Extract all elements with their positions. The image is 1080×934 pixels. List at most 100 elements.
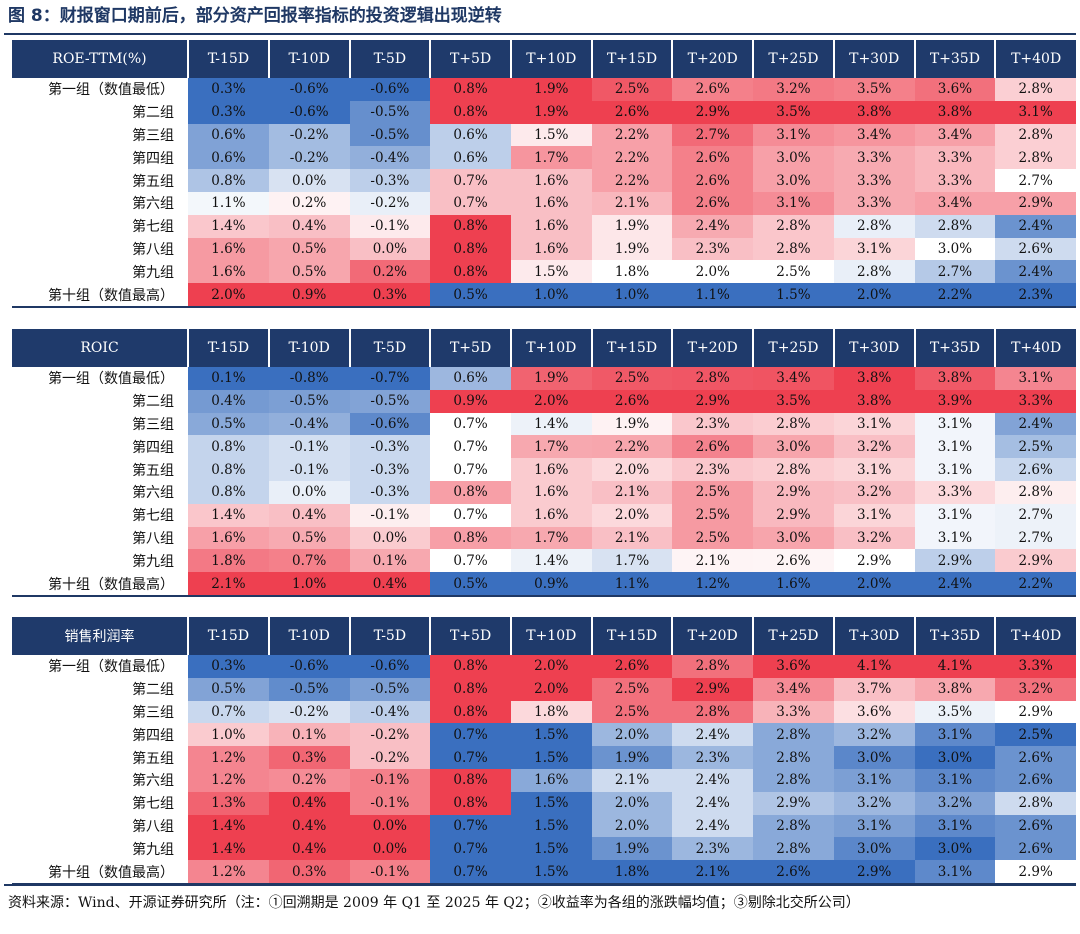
heatmap-cell: 2.9%: [995, 191, 1076, 215]
heatmap-cell: 0.8%: [430, 480, 511, 504]
heatmap-cell: 1.9%: [591, 837, 673, 861]
heatmap-cell: 3.2%: [914, 791, 996, 815]
heatmap-panel-margin: 销售利润率 T-15D T-10D T-5D T+5D T+10D T+15D T+20D T+…: [12, 617, 1076, 885]
heatmap-cell: 0.7%: [430, 860, 511, 885]
heatmap-cell: 2.5%: [672, 480, 754, 504]
row-label: 第六组: [132, 196, 175, 213]
heatmap-cell: 0.8%: [430, 100, 511, 124]
heatmap-cell: 4.1%: [914, 655, 996, 678]
heatmap-cell: 1.8%: [591, 860, 673, 885]
heatmap-cell: 0.7%: [430, 435, 511, 459]
heatmap-cell: 3.2%: [995, 677, 1076, 701]
heatmap-cell: 1.7%: [510, 146, 592, 170]
heatmap-cell: 1.2%: [672, 572, 754, 597]
heatmap-cell: 2.6%: [591, 655, 673, 678]
heatmap-cell: 0.8%: [430, 655, 511, 678]
row-label: 第十组（数值最高）: [12, 283, 189, 308]
heatmap-cell: 1.4%: [188, 214, 269, 238]
heatmap-cell: 1.2%: [188, 746, 269, 769]
heatmap-cell: 0.6%: [430, 146, 511, 170]
heatmap-cell: -0.3%: [349, 458, 431, 481]
heatmap-cell: -0.5%: [349, 389, 431, 413]
heatmap-cell: 0.8%: [430, 526, 511, 550]
heatmap-cell: 3.3%: [995, 655, 1076, 678]
heatmap-cell: 3.8%: [914, 367, 996, 390]
heatmap-cell: -0.6%: [349, 655, 431, 678]
table-row: 第四组 0.6% -0.2% -0.4% 0.6% 1.7% 2.2% 2.6% 3.0% 3.3…: [12, 146, 1076, 170]
heatmap-cell: 0.8%: [430, 78, 511, 101]
heatmap-cell: 2.8%: [914, 214, 996, 238]
heatmap-cell: 1.4%: [510, 549, 592, 573]
column-header: T+30D: [833, 329, 916, 367]
heatmap-cell: 2.8%: [672, 700, 754, 724]
heatmap-cell: 0.3%: [268, 860, 350, 885]
heatmap-cell: 3.8%: [914, 677, 996, 701]
heatmap-cell: 2.0%: [672, 260, 754, 284]
heatmap-cell: 2.5%: [672, 526, 754, 550]
heatmap-cell: -0.2%: [349, 723, 431, 747]
heatmap-cell: 2.8%: [753, 214, 834, 238]
heatmap-cell: 2.9%: [753, 503, 834, 527]
heatmap-cell: 2.6%: [591, 100, 673, 124]
heatmap-cell: 1.8%: [510, 700, 592, 724]
row-label: 第二组: [132, 394, 175, 411]
heatmap-cell: 1.7%: [510, 526, 592, 550]
heatmap-cell: 3.3%: [914, 480, 996, 504]
heatmap-cell: 2.2%: [591, 169, 673, 192]
heatmap-cell: 2.6%: [672, 435, 754, 459]
heatmap-cell: 2.5%: [995, 723, 1076, 747]
heatmap-cell: 1.0%: [510, 283, 592, 308]
column-header: T+35D: [914, 40, 997, 78]
heatmap-cell: -0.1%: [268, 458, 350, 481]
heatmap-cell: 2.5%: [753, 260, 834, 284]
heatmap-cell: 2.5%: [591, 700, 673, 724]
heatmap-cell: 1.6%: [188, 260, 269, 284]
heatmap-cell: 0.7%: [430, 746, 511, 769]
heatmap-cell: 0.0%: [268, 480, 350, 504]
row-label: 第一组（数值最低）: [48, 371, 175, 388]
heatmap-cell: -0.6%: [268, 655, 350, 678]
row-label: 第八组: [132, 530, 175, 547]
row-label: 第十组（数值最高）: [12, 572, 189, 597]
row-label: 第六组: [132, 773, 175, 790]
heatmap-cell: 3.3%: [833, 191, 915, 215]
heatmap-cell: 0.9%: [268, 283, 350, 308]
heatmap-cell: 1.5%: [510, 123, 592, 147]
heatmap-cell: 0.8%: [430, 768, 511, 792]
heatmap-cell: 2.2%: [914, 283, 996, 308]
heatmap-cell: 3.1%: [833, 814, 915, 838]
heatmap-cell: 1.6%: [188, 526, 269, 550]
heatmap-cell: 3.3%: [833, 169, 915, 192]
row-label: 第十组（数值最高）: [12, 860, 189, 885]
heatmap-cell: 3.0%: [753, 146, 834, 170]
heatmap-cell: 0.0%: [268, 169, 350, 192]
heatmap-cell: 2.0%: [510, 677, 592, 701]
heatmap-cell: 0.7%: [268, 549, 350, 573]
heatmap-cell: 0.4%: [268, 791, 350, 815]
column-header: T-10D: [268, 329, 351, 367]
heatmap-cell: 1.0%: [188, 723, 269, 747]
heatmap-cell: 0.0%: [349, 837, 431, 861]
heatmap-cell: 3.6%: [914, 78, 996, 101]
heatmap-cell: 1.6%: [510, 214, 592, 238]
heatmap-cell: 2.1%: [591, 768, 673, 792]
heatmap-cell: 2.0%: [833, 283, 915, 308]
table-row: 第一组（数值最低） 0.3% -0.6% -0.6% 0.8% 2.0% 2.6% 2.8% 3…: [12, 655, 1076, 678]
heatmap-cell: 2.3%: [672, 458, 754, 481]
table-row: 第七组 1.4% 0.4% -0.1% 0.8% 1.6% 1.9% 2.4% 2.8% 2.8%…: [12, 214, 1076, 238]
heatmap-cell: 3.4%: [833, 123, 915, 147]
heatmap-cell: 3.2%: [833, 791, 915, 815]
heatmap-panel-roic: ROIC T-15D T-10D T-5D T+5D T+10D T+15D T+20D T+2…: [12, 329, 1076, 597]
heatmap-cell: 2.2%: [591, 435, 673, 459]
heatmap-cell: -0.2%: [268, 700, 350, 724]
heatmap-cell: -0.2%: [349, 191, 431, 215]
heatmap-cell: -0.1%: [349, 791, 431, 815]
column-header: T+20D: [672, 329, 755, 367]
heatmap-cell: 3.8%: [833, 367, 915, 390]
heatmap-cell: 2.7%: [672, 123, 754, 147]
heatmap-cell: 0.7%: [430, 549, 511, 573]
metric-title: 销售利润率: [12, 617, 190, 655]
heatmap-cell: 1.6%: [753, 572, 834, 597]
heatmap-cell: -0.3%: [349, 480, 431, 504]
source-rule: [4, 884, 1076, 886]
